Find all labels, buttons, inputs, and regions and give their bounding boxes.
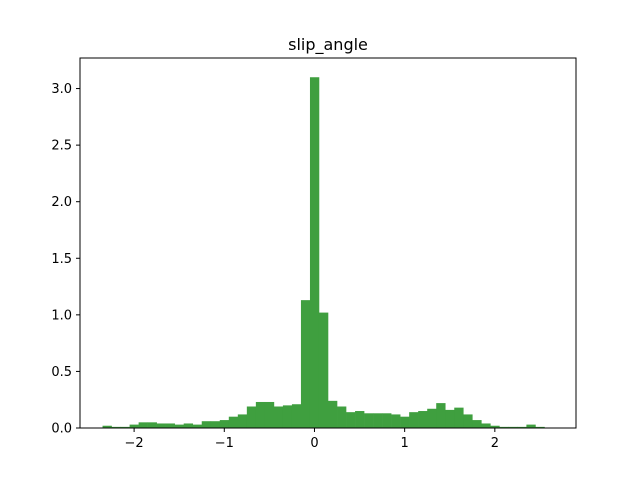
histogram-bar [490,425,500,428]
x-tick-label: −2 [125,436,144,451]
y-tick-label: 0.0 [51,422,72,437]
histogram-bar [309,77,320,428]
x-tick-label: 0 [310,436,318,451]
histogram-bar [219,420,230,428]
histogram-bar [192,424,203,428]
y-tick-label: 2.5 [51,139,72,154]
histogram-bar [364,413,374,428]
histogram-bar [427,408,437,428]
histogram-bar [129,424,139,428]
histogram-bar [282,405,293,428]
histogram-bar [111,426,121,428]
histogram-bar [102,425,112,428]
histogram-bar [391,414,401,428]
histogram-bar [472,420,482,428]
histogram-bar [499,426,509,428]
histogram-bar [436,403,446,428]
histogram-bar [291,404,302,428]
histogram-bar [138,422,148,428]
y-tick-label: 2.0 [51,195,72,210]
histogram-bar [373,413,383,428]
histogram-bar [400,416,410,428]
x-tick-label: 1 [401,436,409,451]
histogram-bar [120,426,130,428]
y-axis: 0.0 0.5 1.0 1.5 2.0 2.5 3.0 [51,82,80,437]
histogram-bar [228,416,239,428]
histogram-bar [355,411,365,428]
x-tick-label: −1 [215,436,234,451]
histogram-bar [264,401,275,428]
histogram-bar [418,411,428,428]
x-tick-label: 2 [491,436,499,451]
histogram-bar [454,407,464,428]
histogram-bar [517,426,527,428]
y-tick-label: 1.5 [51,252,72,267]
histogram-bar [246,406,257,428]
plot-frame [79,57,577,429]
histogram-bar [273,406,284,428]
histogram-bar [183,423,194,428]
histogram-bar [318,312,329,428]
histogram-bar [463,414,473,428]
histogram-bar [382,413,392,428]
histogram-bar [165,423,175,428]
histogram-bar [201,421,212,428]
bars-group [102,77,545,428]
y-tick-label: 1.0 [51,308,72,323]
y-tick-label: 0.5 [51,365,72,380]
histogram-bar [174,424,185,428]
histogram-bar [346,412,356,428]
histogram-bar [409,412,419,428]
histogram-bar [300,300,311,428]
histogram-bar [210,421,221,428]
histogram-bar [237,414,248,428]
histogram-bar [508,426,518,428]
histogram-bar [445,409,455,428]
x-axis: −2 −1 0 1 2 [125,428,499,451]
histogram-bar [156,423,166,428]
histogram-bar [328,400,338,428]
histogram-bar [337,406,347,428]
histogram-bar [147,422,157,428]
histogram-bar [535,426,545,428]
chart-title: slip_angle [288,35,368,55]
histogram-bar [255,401,266,428]
y-tick-label: 3.0 [51,82,72,97]
histogram-bar [481,423,491,428]
histogram-bar [526,424,536,428]
